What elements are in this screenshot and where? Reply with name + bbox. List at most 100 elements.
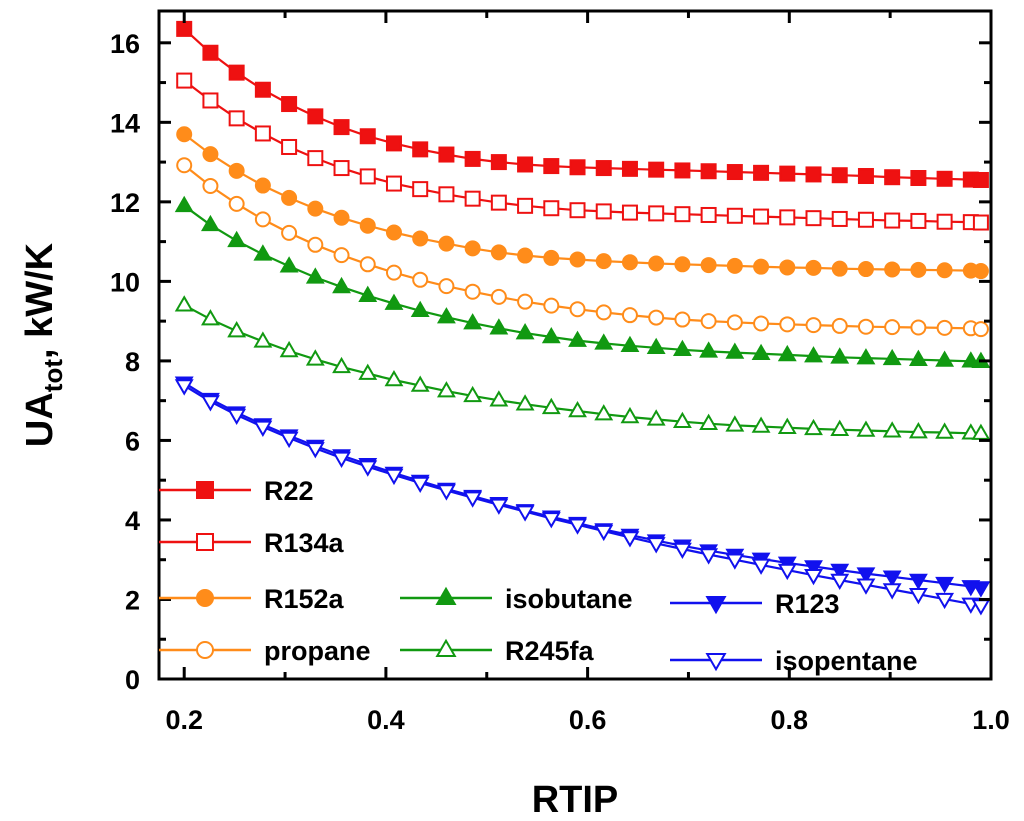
data-point-R245fa-7 <box>358 363 378 380</box>
data-point-R134a-1 <box>202 92 219 109</box>
data-point-propane-21 <box>726 314 743 331</box>
data-point-R152a-29 <box>936 262 953 279</box>
data-point-propane-17 <box>621 307 638 324</box>
data-point-propane-12 <box>490 288 507 305</box>
data-point-R152a-26 <box>857 261 874 278</box>
data-point-R152a-6 <box>333 209 350 226</box>
data-point-R123-29 <box>935 576 955 594</box>
data-point-R245fa-27 <box>882 421 902 438</box>
data-point-propane-24 <box>805 317 822 334</box>
data-point-R152a-2 <box>228 162 245 179</box>
data-point-R134a-22 <box>753 208 770 225</box>
data-point-R245fa-29 <box>935 422 955 439</box>
data-point-R134a-27 <box>884 212 901 229</box>
data-point-R22-11 <box>464 150 481 167</box>
data-point-R134a-16 <box>595 203 612 220</box>
data-point-R245fa-25 <box>830 419 850 436</box>
data-point-isobutane-25 <box>830 347 850 364</box>
data-point-R134a-2 <box>228 110 245 127</box>
data-point-R152a-11 <box>464 240 481 257</box>
data-point-R134a-26 <box>857 211 874 228</box>
data-point-isopentane-20 <box>699 548 719 565</box>
data-point-R245fa-4 <box>279 340 299 358</box>
data-point-R134a-4 <box>281 138 298 155</box>
data-point-R134a-31 <box>972 214 989 231</box>
data-point-isobutane-22 <box>751 343 771 360</box>
data-point-R22-12 <box>490 154 507 171</box>
data-point-R22-29 <box>936 170 953 187</box>
data-point-R134a-20 <box>700 206 717 223</box>
data-point-isobutane-4 <box>279 256 299 273</box>
data-point-R245fa-10 <box>436 381 456 398</box>
data-point-isobutane-19 <box>672 339 692 357</box>
data-point-propane-2 <box>228 195 245 212</box>
data-point-R152a-20 <box>700 257 717 274</box>
data-point-propane-1 <box>202 177 219 194</box>
series-R22 <box>176 20 989 188</box>
x-tick-label: 1.0 <box>972 705 1010 735</box>
data-point-propane-25 <box>831 317 848 334</box>
data-point-propane-15 <box>569 301 586 318</box>
legend-label-R123: R123 <box>775 589 840 619</box>
series-R134a <box>176 72 989 231</box>
data-point-R134a-5 <box>307 150 324 167</box>
legend-item-R123: R123 <box>670 589 840 619</box>
data-point-propane-7 <box>359 256 376 273</box>
legend-item-R22: R22 <box>159 476 314 506</box>
y-tick-label: 10 <box>110 267 140 297</box>
data-point-R152a-27 <box>884 261 901 278</box>
data-point-propane-26 <box>857 318 874 335</box>
data-point-isopentane-18 <box>646 537 666 554</box>
data-point-isobutane-2 <box>227 230 247 248</box>
data-point-propane-29 <box>936 319 953 336</box>
data-point-R245fa-16 <box>594 404 614 421</box>
data-point-propane-10 <box>438 278 455 295</box>
data-point-R123-28 <box>908 573 928 591</box>
data-point-isopentane-21 <box>725 553 745 570</box>
data-point-isobutane-6 <box>332 276 351 294</box>
data-point-propane-23 <box>779 316 796 333</box>
data-point-isobutane-26 <box>856 348 876 365</box>
data-point-R245fa-12 <box>489 390 509 407</box>
data-point-R245fa-11 <box>463 385 483 403</box>
data-point-isobutane-0 <box>174 195 194 213</box>
data-point-propane-6 <box>333 247 350 264</box>
data-point-R22-31 <box>972 171 989 188</box>
data-point-R152a-12 <box>490 244 507 261</box>
data-point-isopentane-23 <box>777 563 797 581</box>
data-point-R134a-18 <box>648 205 665 222</box>
legend-label-propane: propane <box>264 636 371 666</box>
legend-item-propane: propane <box>159 636 371 666</box>
data-point-propane-3 <box>254 211 271 228</box>
data-point-R22-27 <box>884 169 901 186</box>
data-point-R245fa-22 <box>751 416 771 433</box>
data-point-R152a-10 <box>438 235 455 252</box>
y-axis-label-subscript: tot <box>38 359 68 393</box>
x-tick-label: 0.4 <box>367 705 405 735</box>
data-point-R22-26 <box>857 168 874 185</box>
data-point-propane-28 <box>910 319 927 336</box>
x-axis-label: RTIP <box>532 779 619 821</box>
legend-label-R22: R22 <box>264 476 314 506</box>
data-point-isobutane-12 <box>489 318 509 335</box>
data-point-R22-9 <box>412 141 429 158</box>
data-point-R22-16 <box>595 160 612 177</box>
data-point-R152a-14 <box>543 249 560 266</box>
data-point-isopentane-0 <box>174 379 194 396</box>
legend-marker-R22 <box>196 481 214 499</box>
data-point-isobutane-28 <box>908 349 928 366</box>
data-point-isopentane-15 <box>568 518 587 535</box>
series-line-isobutane <box>183 204 981 363</box>
data-point-R245fa-0 <box>174 295 194 312</box>
data-point-R134a-7 <box>359 168 376 185</box>
data-point-propane-4 <box>281 224 298 241</box>
series-line-R134a <box>183 79 981 224</box>
data-point-isopentane-17 <box>620 531 640 548</box>
data-point-isopentane-26 <box>856 578 876 595</box>
data-point-R22-5 <box>307 108 324 125</box>
data-point-isopentane-7 <box>358 460 378 477</box>
x-tick-label: 0.6 <box>569 705 607 735</box>
data-point-R22-23 <box>779 165 796 182</box>
legend-item-R245fa: R245fa <box>400 636 595 666</box>
